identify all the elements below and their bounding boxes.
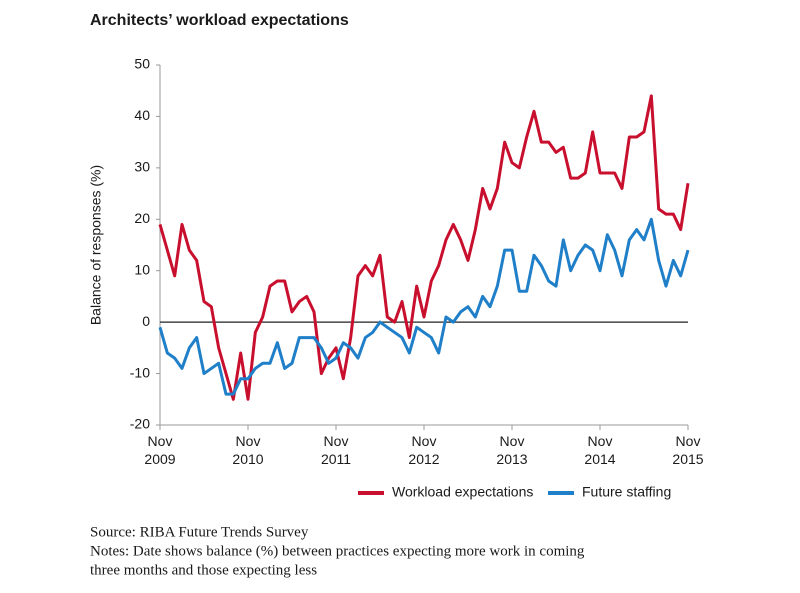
source-note: Source: RIBA Future Trends Survey [90,524,309,540]
y-tick-label: 30 [134,159,150,175]
y-tick-label: -10 [130,364,150,380]
x-tick-label: Nov 2014 [584,433,615,467]
chart-title: Architects’ workload expectations [90,12,349,29]
y-tick-label: 40 [134,107,150,123]
x-tick-label: Nov 2011 [321,433,351,467]
y-axis-label: Balance of responses (%) [88,165,104,325]
note: three months and those expecting less [90,562,317,578]
legend-label: Future staffing [582,484,671,500]
x-tick-label: Nov 2012 [408,433,439,467]
series-line [158,94,690,401]
series-line [158,217,690,396]
y-tick-label: 0 [142,313,150,329]
y-tick-label: 50 [134,56,150,72]
legend-label: Workload expectations [392,484,533,500]
y-tick-label: 20 [134,210,150,226]
y-tick-label: -20 [130,416,150,432]
y-tick-label: 10 [134,261,150,277]
x-tick-label: Nov 2009 [144,433,175,467]
note: Notes: Date shows balance (%) between pr… [90,543,585,559]
x-tick-label: Nov 2015 [672,433,703,467]
x-tick-label: Nov 2010 [232,433,263,467]
x-tick-label: Nov 2013 [496,433,527,467]
